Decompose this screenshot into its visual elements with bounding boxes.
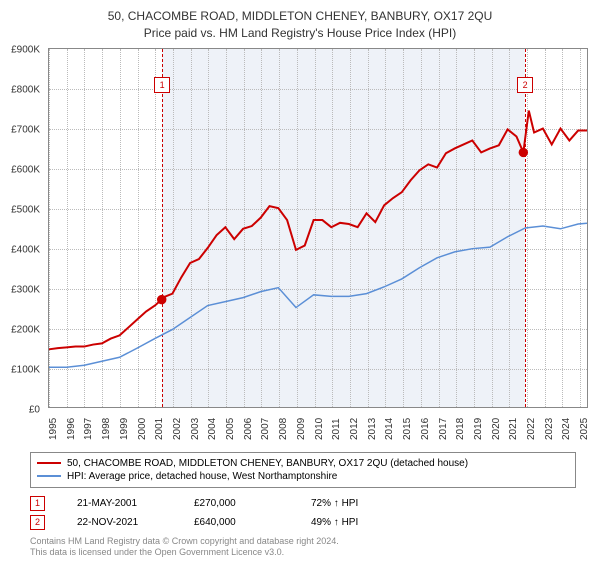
transaction-number: 2 (30, 515, 45, 530)
y-tick-label: £0 (29, 405, 40, 416)
transaction-row: 2 22-NOV-2021 £640,000 49% ↑ HPI (30, 513, 576, 532)
x-tick-label: 2024 (561, 418, 572, 440)
chart-title-address: 50, CHACOMBE ROAD, MIDDLETON CHENEY, BAN… (0, 8, 600, 25)
x-tick-label: 2021 (508, 418, 519, 440)
x-axis: 1995 1996 1997 1998 1999 2000 2001 2002 2003 2004… (48, 412, 588, 452)
transaction-date: 22-NOV-2021 (77, 517, 162, 528)
title-block: 50, CHACOMBE ROAD, MIDDLETON CHENEY, BAN… (0, 0, 600, 42)
x-tick-label: 2012 (349, 418, 360, 440)
x-tick-label: 2015 (402, 418, 413, 440)
transaction-number: 1 (30, 496, 45, 511)
y-tick-label: £400K (11, 245, 40, 256)
x-tick-label: 2017 (438, 418, 449, 440)
series-property (49, 110, 587, 349)
legend: 50, CHACOMBE ROAD, MIDDLETON CHENEY, BAN… (30, 452, 576, 488)
x-tick-label: 2018 (455, 418, 466, 440)
x-tick-label: 2002 (172, 418, 183, 440)
transaction-delta: 72% ↑ HPI (311, 498, 396, 509)
x-tick-label: 2001 (154, 418, 165, 440)
series-marker (519, 148, 527, 156)
y-tick-label: £500K (11, 205, 40, 216)
x-tick-label: 2025 (579, 418, 590, 440)
x-tick-label: 2006 (243, 418, 254, 440)
y-tick-label: £200K (11, 325, 40, 336)
x-tick-label: 2003 (190, 418, 201, 440)
legend-swatch (37, 462, 61, 464)
transaction-delta: 49% ↑ HPI (311, 517, 396, 528)
x-tick-label: 2023 (544, 418, 555, 440)
footer-line-1: Contains HM Land Registry data © Crown c… (30, 536, 576, 548)
legend-swatch (37, 475, 61, 477)
x-tick-label: 2016 (420, 418, 431, 440)
transaction-row: 1 21-MAY-2001 £270,000 72% ↑ HPI (30, 494, 576, 513)
footer-line-2: This data is licensed under the Open Gov… (30, 547, 576, 559)
x-tick-label: 2019 (473, 418, 484, 440)
legend-label: 50, CHACOMBE ROAD, MIDDLETON CHENEY, BAN… (67, 458, 468, 469)
x-tick-label: 2013 (367, 418, 378, 440)
x-tick-label: 2007 (260, 418, 271, 440)
y-axis: £0£100K£200K£300K£400K£500K£600K£700K£80… (0, 50, 44, 410)
line-series-svg (49, 49, 587, 407)
y-tick-label: £300K (11, 285, 40, 296)
x-tick-label: 1997 (83, 418, 94, 440)
series-marker (158, 295, 166, 303)
transaction-table: 1 21-MAY-2001 £270,000 72% ↑ HPI 2 22-NOV-202… (30, 494, 576, 532)
legend-label: HPI: Average price, detached house, West… (67, 471, 337, 482)
footer-note: Contains HM Land Registry data © Crown c… (30, 536, 576, 559)
x-tick-label: 1996 (66, 418, 77, 440)
x-tick-label: 2000 (137, 418, 148, 440)
transaction-date: 21-MAY-2001 (77, 498, 162, 509)
x-tick-label: 2010 (314, 418, 325, 440)
chart-container: 50, CHACOMBE ROAD, MIDDLETON CHENEY, BAN… (0, 0, 600, 559)
x-tick-label: 2022 (526, 418, 537, 440)
y-tick-label: £600K (11, 165, 40, 176)
x-tick-label: 2009 (296, 418, 307, 440)
x-tick-label: 2008 (278, 418, 289, 440)
plot-area: 12 (48, 48, 588, 408)
x-tick-label: 1999 (119, 418, 130, 440)
y-tick-label: £800K (11, 85, 40, 96)
series-hpi (49, 223, 587, 367)
transaction-price: £640,000 (194, 517, 279, 528)
x-tick-label: 2014 (384, 418, 395, 440)
x-tick-label: 1998 (101, 418, 112, 440)
chart-title-sub: Price paid vs. HM Land Registry's House … (0, 25, 600, 42)
y-tick-label: £900K (11, 45, 40, 56)
legend-row: HPI: Average price, detached house, West… (37, 470, 569, 483)
y-tick-label: £700K (11, 125, 40, 136)
x-tick-label: 2004 (207, 418, 218, 440)
legend-row: 50, CHACOMBE ROAD, MIDDLETON CHENEY, BAN… (37, 457, 569, 470)
y-tick-label: £100K (11, 365, 40, 376)
x-tick-label: 2011 (331, 418, 342, 440)
x-tick-label: 2020 (491, 418, 502, 440)
transaction-price: £270,000 (194, 498, 279, 509)
x-tick-label: 2005 (225, 418, 236, 440)
x-tick-label: 1995 (48, 418, 59, 440)
